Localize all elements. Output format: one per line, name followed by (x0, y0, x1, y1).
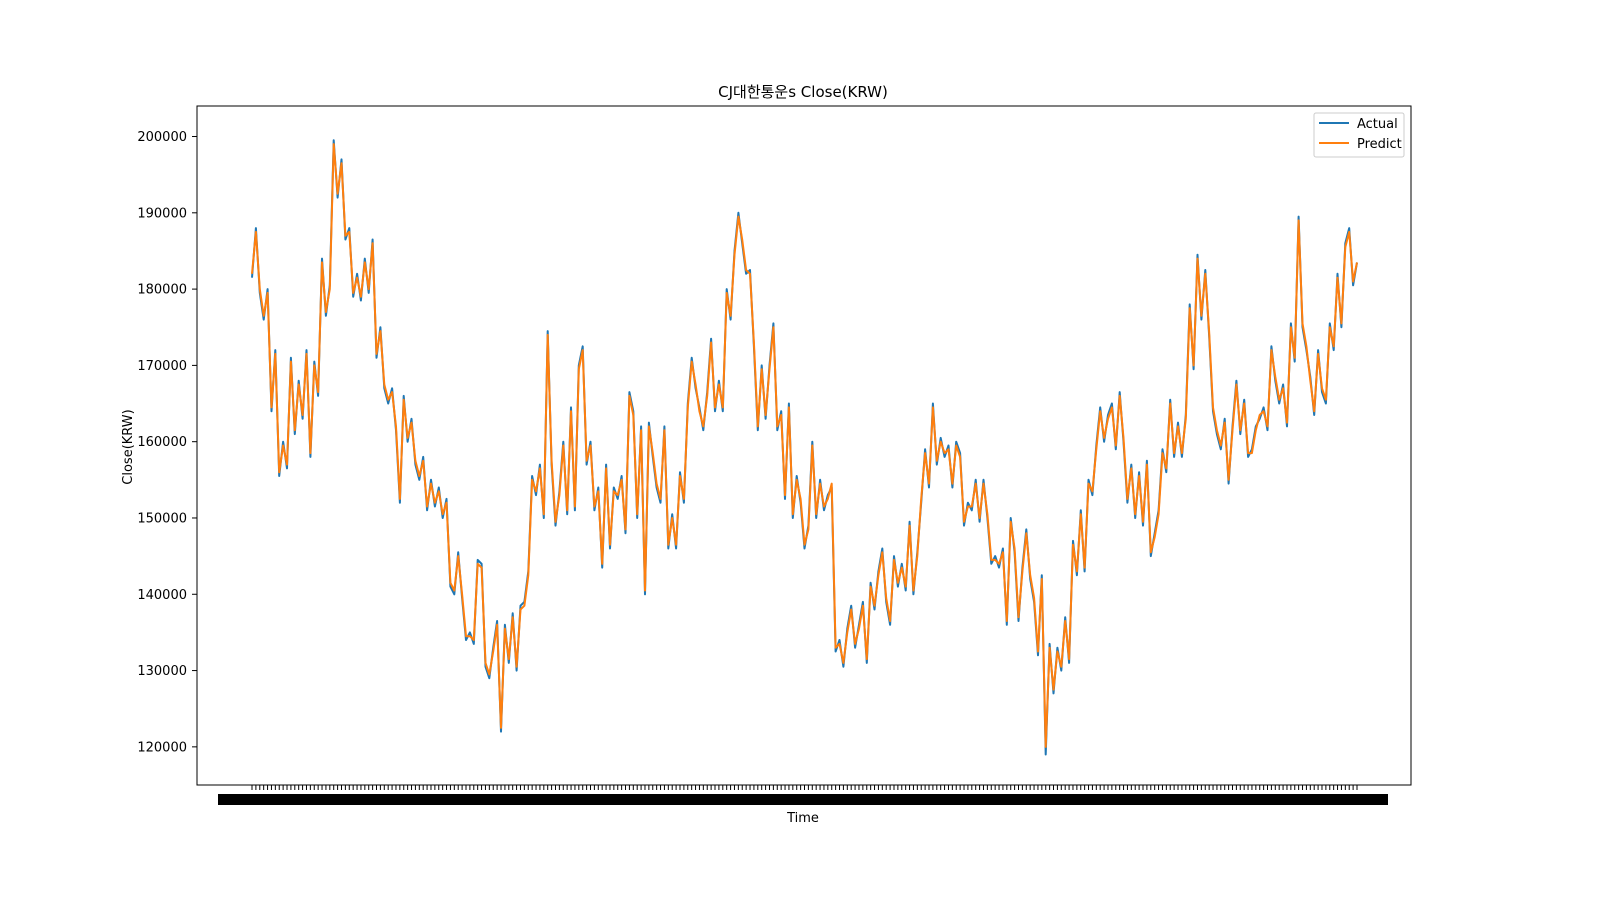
legend-actual-label: Actual (1357, 117, 1398, 132)
x-axis-label: Time (786, 811, 819, 826)
y-tick-label: 200000 (137, 130, 187, 145)
chart-title: CJ대한통운s Close(KRW) (718, 83, 888, 101)
series-lines (251, 139, 1358, 756)
plot-background (197, 106, 1411, 785)
y-tick-label: 160000 (137, 435, 187, 450)
y-axis-label: Close(KRW) (121, 409, 136, 484)
y-tick-label: 170000 (137, 359, 187, 374)
plot-frame (196, 105, 1412, 786)
legend: Actual Predict (1313, 112, 1405, 158)
y-tick-label: 180000 (137, 283, 187, 298)
y-tick-label: 150000 (137, 511, 187, 526)
y-axis: 120000 130000 140000 150000 160000 170000 1800… (137, 130, 197, 755)
y-tick-label: 190000 (137, 206, 187, 221)
y-tick-label: 140000 (137, 588, 187, 603)
plot-area: 120000 130000 140000 150000 160000 170000 1800… (137, 105, 1412, 805)
y-tick-label: 130000 (137, 664, 187, 679)
series-line-predict (251, 143, 1358, 748)
x-axis (218, 785, 1388, 805)
y-tick-label: 120000 (137, 740, 187, 755)
x-tick-labels-overlap (218, 794, 1388, 805)
legend-predict-label: Predict (1357, 137, 1402, 152)
